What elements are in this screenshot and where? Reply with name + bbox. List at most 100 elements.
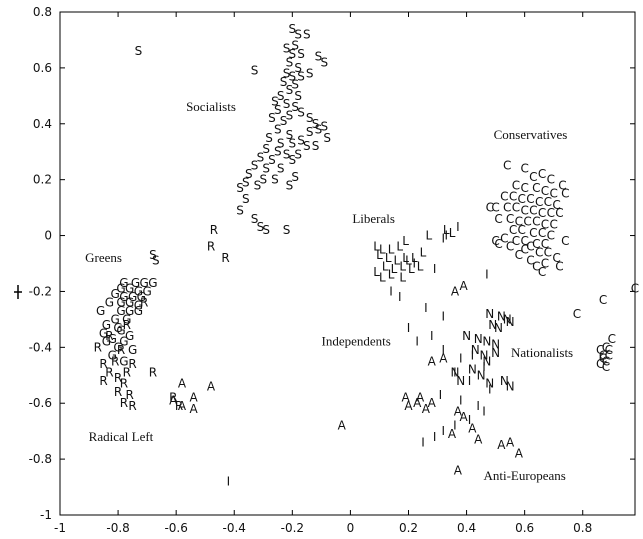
- point-i: I: [468, 374, 472, 388]
- point-c: C: [506, 240, 514, 254]
- point-g: G: [105, 296, 114, 310]
- point-g: G: [140, 276, 149, 290]
- point-l: L: [376, 248, 383, 262]
- point-s: S: [323, 131, 331, 145]
- point-c: C: [599, 352, 607, 366]
- point-c: C: [491, 201, 499, 215]
- point-s: S: [306, 111, 314, 125]
- point-a: A: [454, 463, 463, 477]
- point-s: S: [271, 94, 279, 108]
- point-c: C: [538, 206, 546, 220]
- point-g: G: [134, 284, 143, 298]
- point-l: L: [408, 262, 415, 276]
- point-n: N: [462, 329, 471, 343]
- point-r: R: [175, 399, 183, 413]
- point-l: L: [405, 254, 412, 268]
- point-s: S: [294, 148, 302, 162]
- point-c: C: [608, 332, 616, 346]
- point-r: R: [123, 318, 131, 332]
- point-i: I: [227, 474, 231, 488]
- point-c: C: [509, 223, 517, 237]
- point-i: I: [433, 262, 437, 276]
- point-g: G: [113, 340, 122, 354]
- point-i: I: [476, 399, 480, 413]
- point-a: A: [404, 399, 413, 413]
- point-s: S: [274, 103, 282, 117]
- point-n: N: [494, 321, 503, 335]
- point-s: S: [315, 50, 323, 64]
- point-s: S: [312, 117, 320, 131]
- point-g: G: [108, 332, 117, 346]
- point-n: N: [503, 312, 512, 326]
- group-labels: Socialists Conservatives Liberals Greens Ind…: [85, 99, 573, 483]
- point-c: C: [573, 307, 581, 321]
- point-c: C: [523, 215, 531, 229]
- point-c: C: [541, 257, 549, 271]
- point-s: S: [286, 55, 294, 69]
- point-c: C: [520, 243, 528, 257]
- point-l: L: [385, 251, 392, 265]
- point-c: C: [535, 195, 543, 209]
- point-c: C: [547, 229, 555, 243]
- point-a: A: [413, 396, 422, 410]
- point-g: G: [119, 354, 128, 368]
- point-l: L: [420, 245, 427, 259]
- x-tick-label: 0.4: [457, 521, 476, 535]
- point-s: S: [291, 100, 299, 114]
- point-c: C: [558, 178, 566, 192]
- point-i: I: [442, 343, 446, 357]
- point-c: C: [555, 206, 563, 220]
- point-s: S: [283, 97, 291, 111]
- point-l: L: [373, 265, 380, 279]
- point-l: L: [399, 270, 406, 284]
- group-label: Anti-Europeans: [483, 468, 565, 483]
- point-c: C: [520, 234, 528, 248]
- point-n: N: [468, 363, 477, 377]
- x-tick-label: -0.4: [223, 521, 246, 535]
- point-c: C: [547, 173, 555, 187]
- point-c: C: [596, 343, 604, 357]
- point-g: G: [116, 282, 125, 296]
- point-c: C: [526, 254, 534, 268]
- point-r: R: [120, 396, 128, 410]
- point-i: I: [459, 352, 463, 366]
- point-a: A: [454, 405, 463, 419]
- point-i: I: [468, 413, 472, 427]
- point-r: R: [120, 377, 128, 391]
- group-label: Conservatives: [494, 127, 568, 142]
- point-i: I: [459, 393, 463, 407]
- point-g: G: [137, 290, 146, 304]
- point-l: L: [391, 262, 398, 276]
- point-r: R: [105, 365, 113, 379]
- point-a: A: [189, 402, 198, 416]
- point-s: S: [291, 78, 299, 92]
- group-label: Radical Left: [89, 429, 154, 444]
- point-s: S: [245, 167, 253, 181]
- point-s: S: [242, 175, 250, 189]
- plot-frame: [59, 11, 636, 516]
- y-tick-label: 0: [44, 229, 52, 243]
- point-s: S: [286, 178, 294, 192]
- point-s: S: [291, 39, 299, 53]
- point-g: G: [102, 335, 111, 349]
- point-g: G: [108, 349, 117, 363]
- point-i: I: [444, 229, 448, 243]
- point-i: I: [482, 405, 486, 419]
- point-c: C: [494, 237, 502, 251]
- x-tick-label: -0.2: [281, 521, 304, 535]
- point-g: G: [119, 276, 128, 290]
- point-a: A: [178, 399, 187, 413]
- point-a: A: [506, 435, 515, 449]
- point-c: C: [549, 187, 557, 201]
- point-s: S: [242, 192, 250, 206]
- point-i: I: [433, 430, 437, 444]
- point-i: I: [389, 284, 393, 298]
- point-c: C: [555, 259, 563, 273]
- point-a: A: [422, 402, 431, 416]
- point-s: S: [262, 223, 270, 237]
- point-i: I: [407, 321, 411, 335]
- point-s: S: [277, 161, 285, 175]
- point-c: C: [605, 343, 613, 357]
- point-a: A: [448, 427, 457, 441]
- point-g: G: [125, 329, 134, 343]
